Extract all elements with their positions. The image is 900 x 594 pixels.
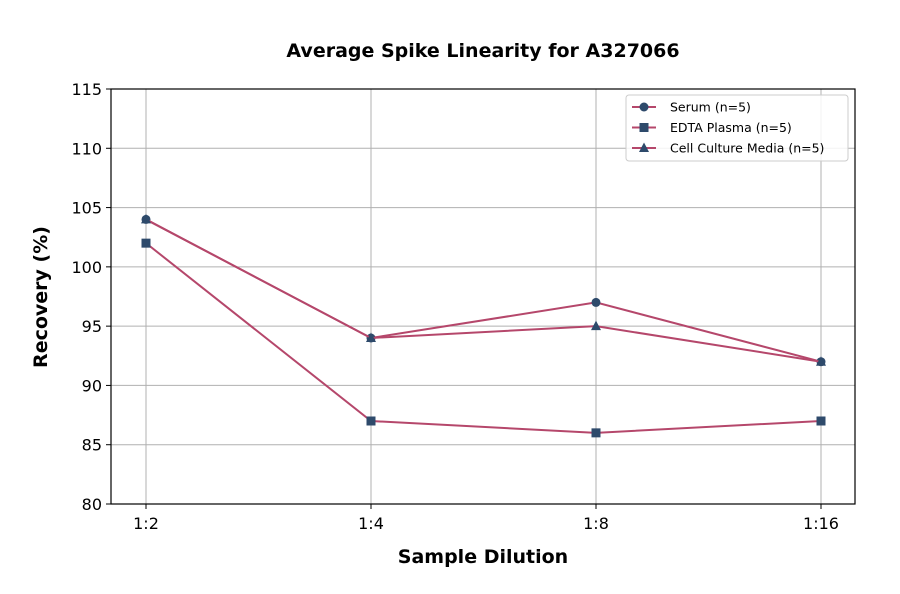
y-tick-label: 115 bbox=[71, 80, 102, 99]
x-tick-label: 1:8 bbox=[583, 514, 609, 533]
plot-frame bbox=[110, 88, 856, 505]
series-square bbox=[141, 238, 826, 438]
y-tick-label: 105 bbox=[71, 199, 102, 218]
x-tick-label: 1:2 bbox=[133, 514, 159, 533]
y-tick-label: 80 bbox=[82, 495, 102, 514]
series-line bbox=[145, 218, 822, 363]
x-axis-label: Sample Dilution bbox=[398, 546, 568, 568]
triangle-marker bbox=[591, 320, 601, 331]
x-tick-label: 1:16 bbox=[803, 514, 839, 533]
y-axis-label: Recovery (%) bbox=[30, 226, 52, 368]
legend-label: EDTA Plasma (n=5) bbox=[670, 120, 792, 135]
circle-marker bbox=[591, 297, 601, 307]
square-marker bbox=[366, 416, 376, 426]
square-marker bbox=[141, 238, 151, 248]
chart-title: Average Spike Linearity for A327066 bbox=[286, 40, 679, 62]
triangle-marker bbox=[816, 356, 826, 366]
legend: Serum (n=5) EDTA Plasma (n=5) Cell Culture… bbox=[625, 94, 849, 162]
legend-box bbox=[625, 94, 849, 162]
series-line bbox=[145, 242, 822, 434]
square-marker bbox=[591, 428, 601, 438]
y-tick-label: 100 bbox=[71, 258, 102, 277]
triangle-marker bbox=[366, 332, 376, 342]
square-marker bbox=[816, 416, 826, 426]
x-tick-label: 1:4 bbox=[358, 514, 384, 533]
triangle-marker bbox=[141, 213, 151, 224]
series-circle bbox=[141, 214, 826, 367]
square-marker bbox=[639, 123, 649, 132]
circle-marker bbox=[639, 102, 649, 112]
y-tick-label: 90 bbox=[82, 376, 102, 395]
series-line bbox=[145, 218, 822, 363]
triangle-marker bbox=[639, 142, 649, 152]
y-tick-label: 110 bbox=[71, 139, 102, 158]
legend-label: Serum (n=5) bbox=[670, 100, 751, 115]
y-tick-label: 85 bbox=[82, 436, 102, 455]
series-triangle bbox=[141, 213, 826, 366]
legend-label: Cell Culture Media (n=5) bbox=[670, 141, 824, 156]
y-tick-label: 95 bbox=[82, 317, 102, 336]
